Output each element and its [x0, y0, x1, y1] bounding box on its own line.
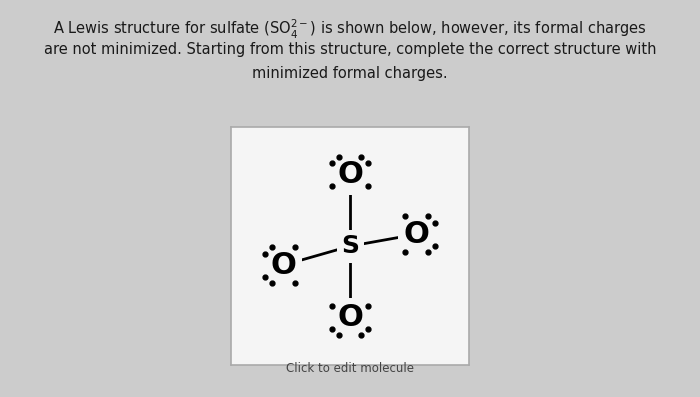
- Text: O: O: [337, 303, 363, 332]
- Text: O: O: [404, 220, 430, 249]
- Text: Click to edit molecule: Click to edit molecule: [286, 362, 414, 375]
- Text: minimized formal charges.: minimized formal charges.: [252, 66, 448, 81]
- Text: S: S: [341, 234, 359, 258]
- Text: O: O: [337, 160, 363, 189]
- Text: are not minimized. Starting from this structure, complete the correct structure : are not minimized. Starting from this st…: [43, 42, 657, 57]
- Text: A Lewis structure for sulfate (SO$_4^{2-}$) is shown below, however, its formal : A Lewis structure for sulfate (SO$_4^{2-…: [53, 18, 647, 41]
- Text: O: O: [270, 251, 296, 280]
